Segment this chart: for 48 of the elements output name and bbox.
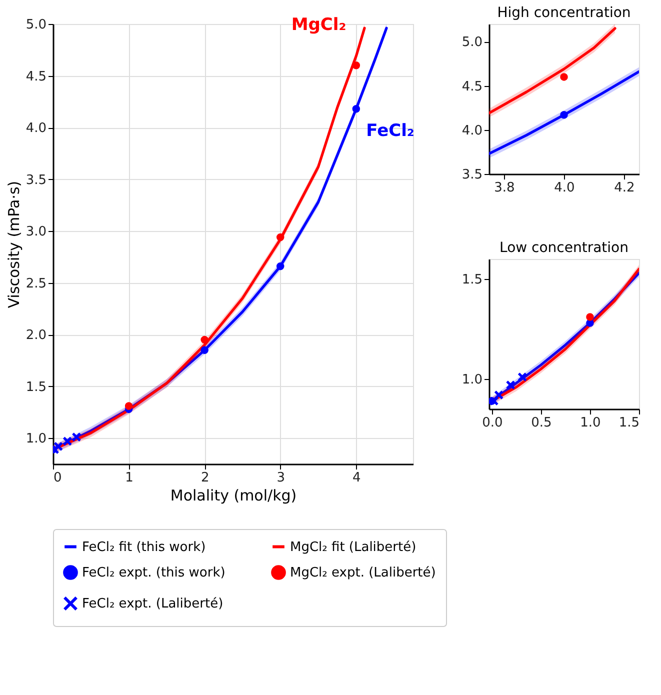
y-tick-label: 1.5 [26,380,46,395]
x-tick-label: 1.0 [580,416,601,430]
annotation: FeCl₂ [366,120,414,141]
x-tick-label: 1.5 [618,416,640,430]
point [352,105,360,113]
y-tick-label: 5.0 [462,35,482,50]
x-tick-label: 0.0 [482,416,503,430]
point [276,233,284,242]
y-tick-label: 4.5 [26,69,46,84]
y-tick-label: 3.5 [26,172,46,188]
x-tick-label: 0.5 [531,416,552,430]
point [124,402,133,410]
x-tick-label: 3 [276,470,286,486]
point [276,262,284,270]
point [352,62,360,70]
legend-label: FeCl₂ expt. (this work) [82,566,226,580]
x-tick-label: 4 [352,470,361,486]
x-axis-title: Molality (mol/kg) [170,486,297,504]
chart-title: Low concentration [500,240,628,256]
y-tick-label: 1.0 [26,432,46,447]
annotation: MgCl₂ [291,15,346,36]
x-tick-label: 3.8 [494,180,515,196]
y-tick-label: 4.5 [462,79,482,94]
x-tick-label: 0 [54,470,62,486]
point [72,432,82,442]
legend-label: MgCl₂ expt. (Laliberté) [290,566,436,580]
y-tick-label: 3.5 [462,168,482,182]
x-tick-label: 4.2 [614,180,635,196]
legend-label: FeCl₂ fit (this work) [82,540,206,555]
y-tick-label: 4.0 [462,123,482,138]
y-tick-label: 2.0 [26,328,46,344]
chart-title: High concentration [497,5,631,21]
point [200,346,208,354]
y-tick-label: 3.0 [26,224,46,240]
legend-label: FeCl₂ expt. (Laliberté) [82,596,224,612]
x-tick-label: 4.0 [554,180,575,196]
y-tick-label: 1.5 [462,272,482,288]
point [54,442,64,452]
y-tick-label: 2.5 [26,276,46,292]
x-tick-label: 1 [125,470,134,486]
point [200,336,208,344]
legend-label: MgCl₂ fit (Laliberté) [290,540,416,555]
y-tick-label: 1.0 [462,372,482,388]
x-tick-label: 2 [200,470,210,486]
y-tick-label: 4.0 [26,121,46,136]
point [62,436,72,446]
y-axis-title: Viscosity (mPa·s) [4,180,23,308]
y-tick-label: 5.0 [26,18,46,32]
